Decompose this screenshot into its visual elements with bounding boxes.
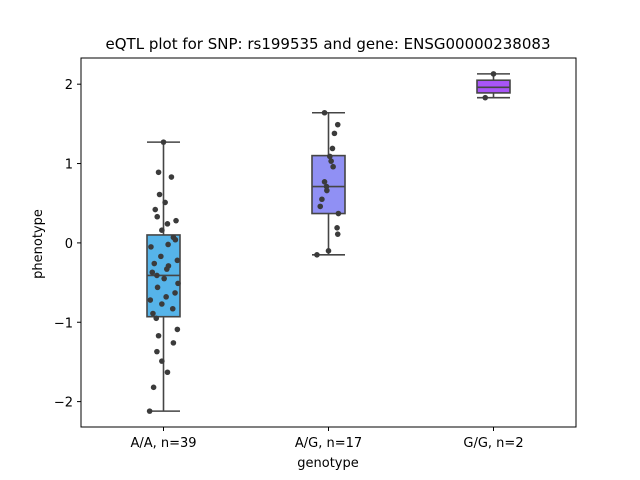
data-point <box>146 408 153 414</box>
y-tick-label: 1 <box>65 158 73 173</box>
data-point <box>162 199 168 206</box>
data-point <box>329 145 336 152</box>
data-point <box>490 71 497 77</box>
data-point <box>174 326 181 333</box>
data-point <box>175 280 181 287</box>
data-point <box>330 163 336 170</box>
data-point <box>325 248 332 254</box>
data-point <box>334 225 340 231</box>
data-point <box>164 266 170 272</box>
data-point <box>173 217 179 224</box>
data-point <box>317 203 324 210</box>
y-tick-label: 2 <box>65 78 73 93</box>
data-point <box>314 252 320 258</box>
data-point <box>153 315 160 322</box>
x-tick-label: A/G, n=17 <box>295 436 362 451</box>
data-point <box>321 178 328 185</box>
data-point <box>335 210 342 217</box>
data-point <box>159 301 165 307</box>
data-point <box>324 187 330 194</box>
data-point <box>172 236 179 243</box>
data-point <box>334 231 341 237</box>
data-point <box>149 269 156 276</box>
data-point <box>163 294 169 300</box>
plot-area: −2 −1 0 1 2 A/A, n=39 A/G, n=17 G/G, n=2 <box>54 57 577 451</box>
y-tick-label: −2 <box>54 396 73 411</box>
data-point <box>319 196 325 203</box>
data-point <box>154 348 160 355</box>
data-point <box>328 158 334 164</box>
data-point <box>170 340 177 346</box>
data-point <box>327 153 333 160</box>
data-point <box>155 332 162 339</box>
data-point <box>165 241 171 248</box>
box-body <box>311 154 346 215</box>
data-point <box>151 260 158 267</box>
x-tick-label: A/A, n=39 <box>130 436 196 451</box>
data-point <box>164 369 171 376</box>
data-point <box>154 272 160 279</box>
data-point <box>482 94 489 101</box>
data-point <box>155 169 162 176</box>
x-tick-label: G/G, n=2 <box>463 436 523 451</box>
data-point <box>152 206 159 213</box>
data-point <box>154 284 161 291</box>
y-axis-label: phenotype <box>31 209 46 279</box>
data-point <box>148 244 154 250</box>
data-point <box>150 310 156 317</box>
chart-title: eQTL plot for SNP: rs199535 and gene: EN… <box>106 35 551 53</box>
data-point <box>169 305 176 312</box>
data-point <box>158 253 164 260</box>
data-point <box>150 384 157 391</box>
data-point <box>334 121 341 128</box>
y-tick-label: 0 <box>65 237 73 252</box>
data-point <box>159 227 165 233</box>
data-point <box>160 139 167 145</box>
data-point <box>159 358 165 364</box>
data-point <box>168 174 175 180</box>
data-point <box>321 109 328 116</box>
data-point <box>164 221 171 227</box>
data-point <box>172 290 178 296</box>
data-point <box>147 297 154 303</box>
data-point <box>331 130 338 137</box>
data-point <box>156 191 163 198</box>
data-point <box>154 213 161 220</box>
y-tick-label: −1 <box>54 316 73 331</box>
x-axis-label: genotype <box>297 456 358 471</box>
data-point <box>161 275 167 282</box>
data-point <box>174 257 181 264</box>
